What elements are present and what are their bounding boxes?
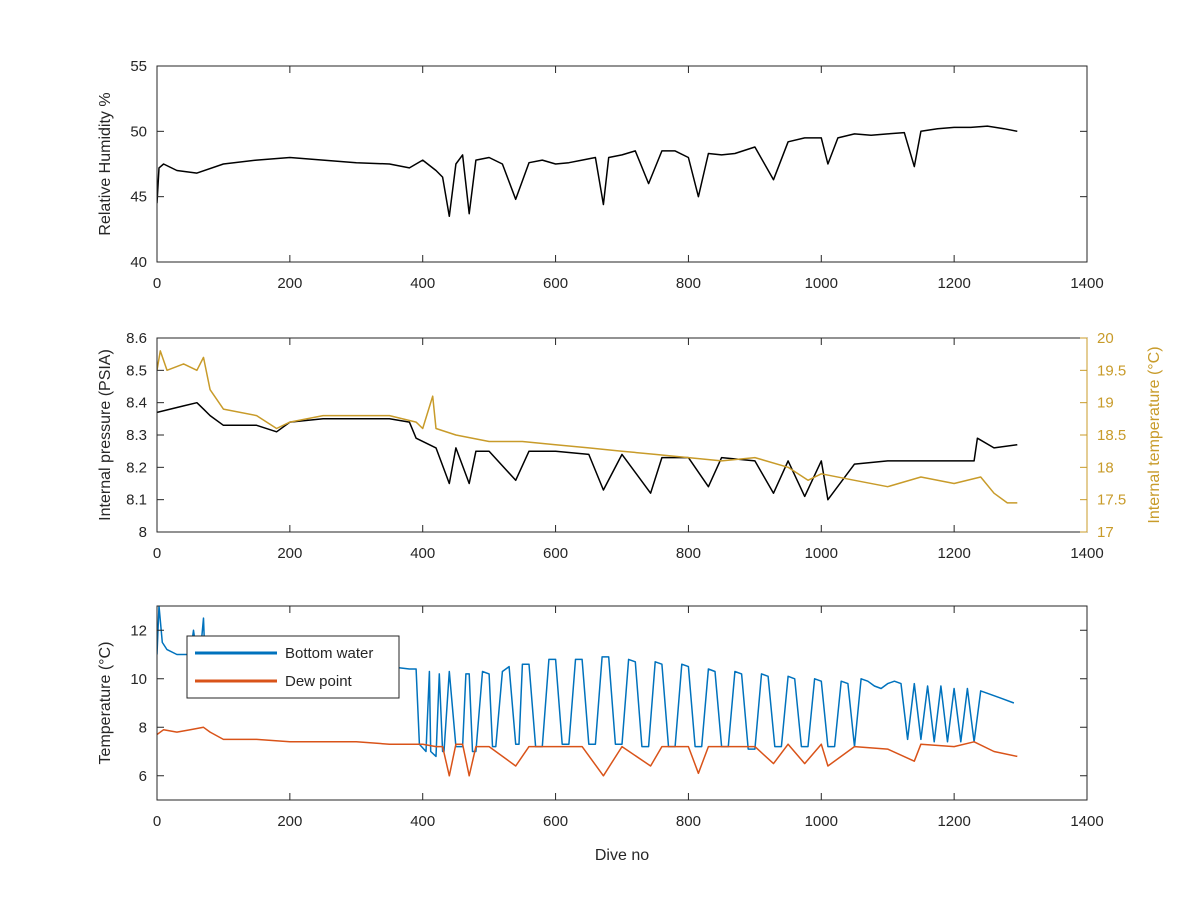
x-tick-label: 1400	[1070, 545, 1103, 562]
series-line-3-1	[157, 606, 1015, 758]
y-tick-label: 40	[130, 254, 147, 271]
y-tick-label: 8	[139, 524, 147, 541]
x-tick-label: 400	[410, 813, 435, 830]
series-line-2-1	[157, 401, 1018, 501]
y-tick-label: 55	[130, 58, 147, 75]
y-tick-label: 8	[139, 719, 147, 736]
right-y-tick-label: 18.5	[1097, 427, 1126, 444]
y-tick-label: 8.2	[126, 459, 147, 476]
y-tick-label: 8.4	[126, 395, 147, 412]
x-tick-label: 600	[543, 813, 568, 830]
legend-box	[186, 635, 400, 699]
y-tick-label: 50	[130, 123, 147, 140]
y-axis-label: Internal pressure (PSIA)	[97, 349, 114, 521]
x-tick-label: 0	[153, 813, 161, 830]
x-tick-label: 1200	[937, 813, 970, 830]
axes-box	[156, 605, 1088, 801]
right-y-tick-label: 18	[1097, 459, 1114, 476]
x-tick-label: 800	[676, 813, 701, 830]
x-tick-label: 1200	[937, 275, 970, 292]
y-tick-label: 6	[139, 768, 147, 785]
y-tick-label: 12	[130, 622, 147, 639]
x-tick-label: 200	[277, 275, 302, 292]
right-y-tick-label: 19	[1097, 395, 1114, 412]
right-y-tick-label: 19.5	[1097, 362, 1126, 379]
axes-box	[156, 337, 1088, 533]
x-tick-label: 800	[676, 545, 701, 562]
x-tick-label: 1400	[1070, 275, 1103, 292]
y-axis-label: Temperature (°C)	[97, 642, 114, 765]
panel-3: 0 200 400 600 800 1000 1200 1400 6 8 10 12 Temperatu…	[97, 605, 1104, 864]
x-tick-label: 200	[277, 813, 302, 830]
x-tick-label: 600	[543, 275, 568, 292]
series-line-2-2	[157, 350, 1018, 504]
x-tick-label: 200	[277, 545, 302, 562]
y-tick-label: 45	[130, 189, 147, 206]
panel-1: 0 200 400 600 800 1000 1200 1400 40 45 50 55 Relativ…	[97, 58, 1104, 292]
x-tick-label: 800	[676, 275, 701, 292]
y-tick-label: 8.6	[126, 330, 147, 347]
legend-label: Dew point	[285, 673, 353, 690]
x-tick-label: 1000	[805, 545, 838, 562]
series-line-3-2	[157, 726, 1018, 777]
legend: Bottom water Dew point	[186, 635, 400, 699]
right-y-axis-label: Internal temperature (°C)	[1146, 346, 1163, 523]
series-line-1-1	[157, 125, 1018, 218]
x-tick-label: 400	[410, 275, 435, 292]
x-tick-label: 400	[410, 545, 435, 562]
right-y-tick-label: 17.5	[1097, 492, 1126, 509]
y-tick-label: 8.5	[126, 362, 147, 379]
axes-box	[156, 65, 1088, 263]
x-axis-label: Dive no	[595, 847, 649, 864]
x-tick-label: 1000	[805, 275, 838, 292]
x-tick-label: 1000	[805, 813, 838, 830]
x-tick-label: 1400	[1070, 813, 1103, 830]
right-y-tick-label: 17	[1097, 524, 1114, 541]
x-tick-label: 0	[153, 275, 161, 292]
y-tick-label: 8.1	[126, 492, 147, 509]
x-tick-label: 0	[153, 545, 161, 562]
y-tick-label: 10	[130, 671, 147, 688]
legend-label: Bottom water	[285, 645, 373, 662]
panel-2: 0 200 400 600 800 1000 1200 1400 8 8.1 8.2 8.3 8.4 8.…	[97, 330, 1163, 562]
y-axis-label: Relative Humidity %	[97, 92, 114, 235]
x-tick-label: 600	[543, 545, 568, 562]
x-tick-label: 1200	[937, 545, 970, 562]
right-y-tick-label: 20	[1097, 330, 1114, 347]
y-tick-label: 8.3	[126, 427, 147, 444]
